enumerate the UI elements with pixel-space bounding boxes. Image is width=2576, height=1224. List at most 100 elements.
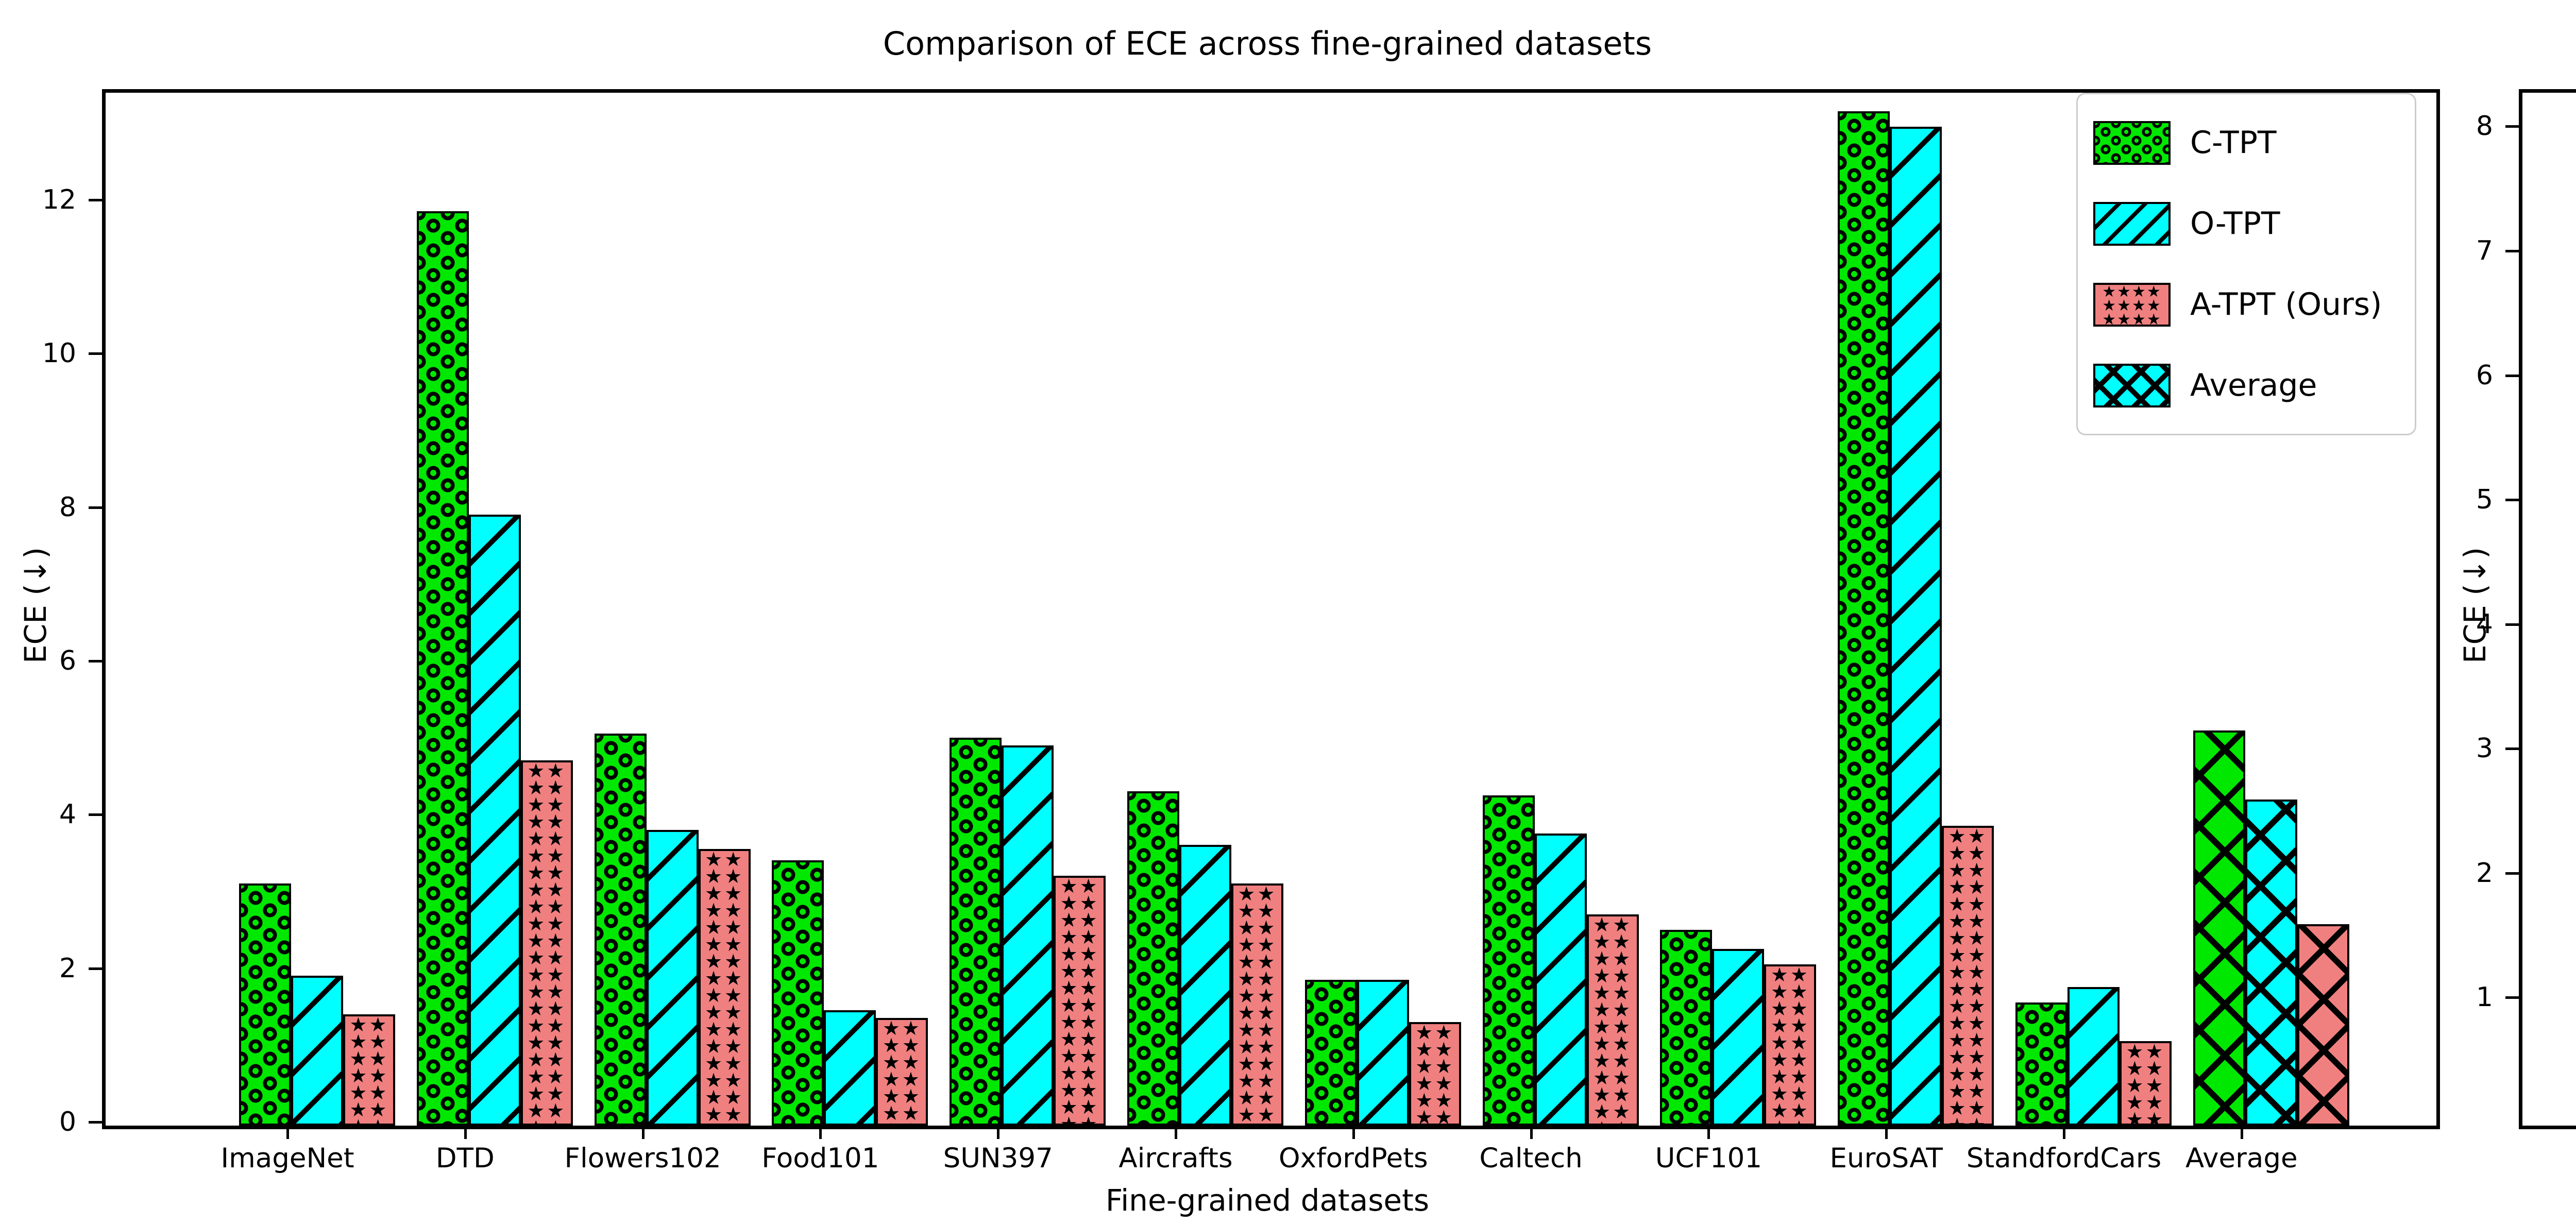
y-tick-mark	[2505, 125, 2519, 128]
legend-item-o-tpt: O-TPT	[2093, 193, 2399, 254]
bar-Food101-A-TPT (Ours): ★★★★★★★★★★★★★★★★★★★★★★★★★★★★★★★★★★★★★★★★…	[876, 1018, 928, 1126]
y-tick-label-8: 8	[2476, 111, 2493, 142]
y-tick-label-1: 1	[2476, 982, 2493, 1013]
x-tick-mark	[464, 1126, 467, 1139]
y-tick-label-2: 2	[59, 953, 76, 984]
bar-DTD-O-TPT	[468, 515, 521, 1126]
bar-Food101-C-TPT	[772, 860, 824, 1126]
y-tick-mark	[89, 352, 102, 355]
x-tick-mark	[286, 1126, 289, 1139]
x-tick-label-SUN397: SUN397	[943, 1143, 1053, 1174]
legend-item-a-tpt: ★★★★★★★★★★★★★★★★★★★★★★★★★ A-TPT (Ours)	[2093, 274, 2399, 335]
bar-DTD-C-TPT	[416, 211, 469, 1126]
y-tick-mark	[2505, 250, 2519, 253]
y-tick-mark	[89, 506, 102, 509]
y-tick-label-4: 4	[2476, 608, 2493, 640]
legend-label: O-TPT	[2190, 206, 2280, 242]
y-tick-label-3: 3	[2476, 733, 2493, 764]
y-tick-mark	[2505, 499, 2519, 502]
y-tick-mark	[89, 813, 102, 817]
left-plot-area: ★★★★★★★★★★★★ ★★★★★★★★★★★★★★★★★★★★★★★★★★★★…	[102, 89, 2440, 1129]
x-tick-mark	[1175, 1126, 1177, 1139]
bar-UCF101-O-TPT	[1712, 949, 1765, 1126]
y-tick-mark	[89, 659, 102, 662]
bar-SUN397-C-TPT	[950, 738, 1002, 1126]
bar-Aircrafts-O-TPT	[1179, 845, 1231, 1126]
x-tick-mark	[1352, 1126, 1355, 1139]
bar-OxfordPets-A-TPT (Ours): ★★★★★★★★★★★★★★★★★★★★★★★★★★★★★★★★★★★★★★★★…	[1409, 1022, 1461, 1126]
y-tick-label-7: 7	[2476, 235, 2493, 267]
bar-SUN397-O-TPT	[1002, 745, 1054, 1126]
bar-Caltech-C-TPT	[1482, 795, 1535, 1126]
average-swatch-icon	[2093, 363, 2171, 407]
x-tick-mark	[1707, 1126, 1710, 1139]
x-tick-label-DTD: DTD	[435, 1143, 495, 1174]
bar-OxfordPets-O-TPT	[1357, 980, 1409, 1126]
star-hatch: ★★★★★★★★★★★★★★★★★★★★★★★★★★★★★★★★★★★★★★★★…	[1948, 828, 1988, 1124]
y-tick-mark	[89, 1121, 102, 1124]
y-tick-mark	[89, 967, 102, 970]
x-tick-mark	[997, 1126, 1000, 1139]
star-hatch: ★★★★★★★★★★★★★★★★★★★★★★★★★★★★★★★★★★★★★★★★…	[1060, 878, 1099, 1124]
bar-Caltech-A-TPT (Ours): ★★★★★★★★★★★★★★★★★★★★★★★★★★★★★★★★★★★★★★★★…	[1586, 914, 1639, 1126]
bar-Flowers102-O-TPT	[646, 830, 699, 1126]
legend-label: Average	[2190, 367, 2317, 403]
star-hatch: ★★★★★★★★★★★★★★★★★★★★★★★★★★★★★★★★★★★★★★★★…	[1770, 966, 1810, 1124]
bar-StandfordCars-C-TPT	[2015, 1002, 2067, 1126]
x-tick-label-Average: Average	[2185, 1143, 2298, 1174]
left-chart-title: Comparison of ECE across fine-grained da…	[883, 25, 1652, 62]
bar-Flowers102-A-TPT (Ours): ★★★★★★★★★★★★★★★★★★★★★★★★★★★★★★★★★★★★★★★★…	[698, 849, 751, 1126]
bar-Aircrafts-A-TPT (Ours): ★★★★★★★★★★★★★★★★★★★★★★★★★★★★★★★★★★★★★★★★…	[1231, 883, 1283, 1126]
bar-OxfordPets-C-TPT	[1304, 980, 1357, 1126]
legend-label: C-TPT	[2190, 125, 2277, 161]
y-tick-mark	[2505, 623, 2519, 626]
bar-UCF101-C-TPT	[1660, 930, 1713, 1126]
legend-label: A-TPT (Ours)	[2190, 286, 2382, 322]
x-tick-label-UCF101: UCF101	[1655, 1143, 1762, 1174]
x-tick-mark	[1530, 1126, 1533, 1139]
star-hatch: ★★★★★★★★★★★★★★★★★★★★★★★★★★★★★★★★★★★★★★★★…	[882, 1020, 922, 1124]
bar-Food101-O-TPT	[824, 1010, 876, 1126]
bar-Average-O-TPT	[2245, 800, 2297, 1126]
star-hatch: ★★★★★★★★★★★★★★★★★★★★★★★★★★★★★★★★★★★★★★★★…	[705, 851, 744, 1124]
bar-EuroSAT-O-TPT	[1890, 127, 1942, 1126]
bar-Average-C-TPT	[2193, 730, 2245, 1126]
x-tick-mark	[1885, 1126, 1888, 1139]
a-tpt-swatch-icon: ★★★★★★★★★★★★★★★★★★★★★★★★★	[2093, 282, 2171, 327]
x-tick-label-ImageNet: ImageNet	[221, 1143, 354, 1174]
bar-EuroSAT-A-TPT (Ours): ★★★★★★★★★★★★★★★★★★★★★★★★★★★★★★★★★★★★★★★★…	[1942, 826, 1994, 1126]
y-tick-label-5: 5	[2476, 484, 2493, 516]
x-tick-label-Caltech: Caltech	[1479, 1143, 1583, 1174]
x-tick-mark	[641, 1126, 645, 1139]
x-tick-label-Food101: Food101	[761, 1143, 879, 1174]
star-hatch: ★★★★★★★★★★★★★★★★★★★★★★★★★★★★★★★★★★★★★★★★…	[1593, 916, 1633, 1124]
y-tick-label-0: 0	[59, 1107, 76, 1137]
bar-UCF101-A-TPT (Ours): ★★★★★★★★★★★★★★★★★★★★★★★★★★★★★★★★★★★★★★★★…	[1764, 964, 1817, 1126]
y-tick-label-12: 12	[42, 184, 76, 215]
bar-StandfordCars-A-TPT (Ours): ★★★★★★★★★★★★★★★★★★★★★★★★★★★★★★★★★★★★★★★★…	[2120, 1041, 2172, 1126]
y-tick-label-4: 4	[59, 799, 76, 830]
legend-item-c-tpt: C-TPT	[2093, 112, 2399, 174]
y-tick-label-8: 8	[59, 491, 76, 523]
y-tick-mark	[2505, 872, 2519, 875]
star-hatch: ★★★★★★★★★★★★★★★★★★★★★★★★★★★★★★★★★★★★★★★★…	[527, 762, 567, 1124]
star-hatch: ★★★★★★★★★★★★★★★★★★★★★★★★★★★★★★★★★★★★★★★★…	[349, 1016, 389, 1124]
bar-Average-A-TPT (Ours)	[2297, 924, 2349, 1126]
bar-Caltech-O-TPT	[1534, 834, 1587, 1126]
x-tick-mark	[2063, 1126, 2065, 1139]
x-tick-label-OxfordPets: OxfordPets	[1278, 1143, 1428, 1174]
x-tick-label-Flowers102: Flowers102	[564, 1143, 721, 1174]
x-tick-mark	[2240, 1126, 2243, 1139]
y-tick-mark	[2505, 996, 2519, 999]
y-tick-mark	[2505, 747, 2519, 751]
o-tpt-swatch-icon	[2093, 201, 2171, 246]
x-tick-label-Aircrafts: Aircrafts	[1118, 1143, 1233, 1174]
bar-EuroSAT-C-TPT	[1838, 111, 1890, 1126]
x-tick-label-EuroSAT: EuroSAT	[1829, 1143, 1943, 1174]
star-hatch: ★★★★★★★★★★★★★★★★★★★★★★★★★★★★★★★★★★★★★★★★…	[2126, 1043, 2165, 1124]
legend-item-average: Average	[2093, 354, 2399, 416]
bar-SUN397-A-TPT (Ours): ★★★★★★★★★★★★★★★★★★★★★★★★★★★★★★★★★★★★★★★★…	[1054, 876, 1106, 1126]
bar-ImageNet-A-TPT (Ours): ★★★★★★★★★★★★★★★★★★★★★★★★★★★★★★★★★★★★★★★★…	[343, 1014, 395, 1126]
y-tick-mark	[89, 198, 102, 201]
